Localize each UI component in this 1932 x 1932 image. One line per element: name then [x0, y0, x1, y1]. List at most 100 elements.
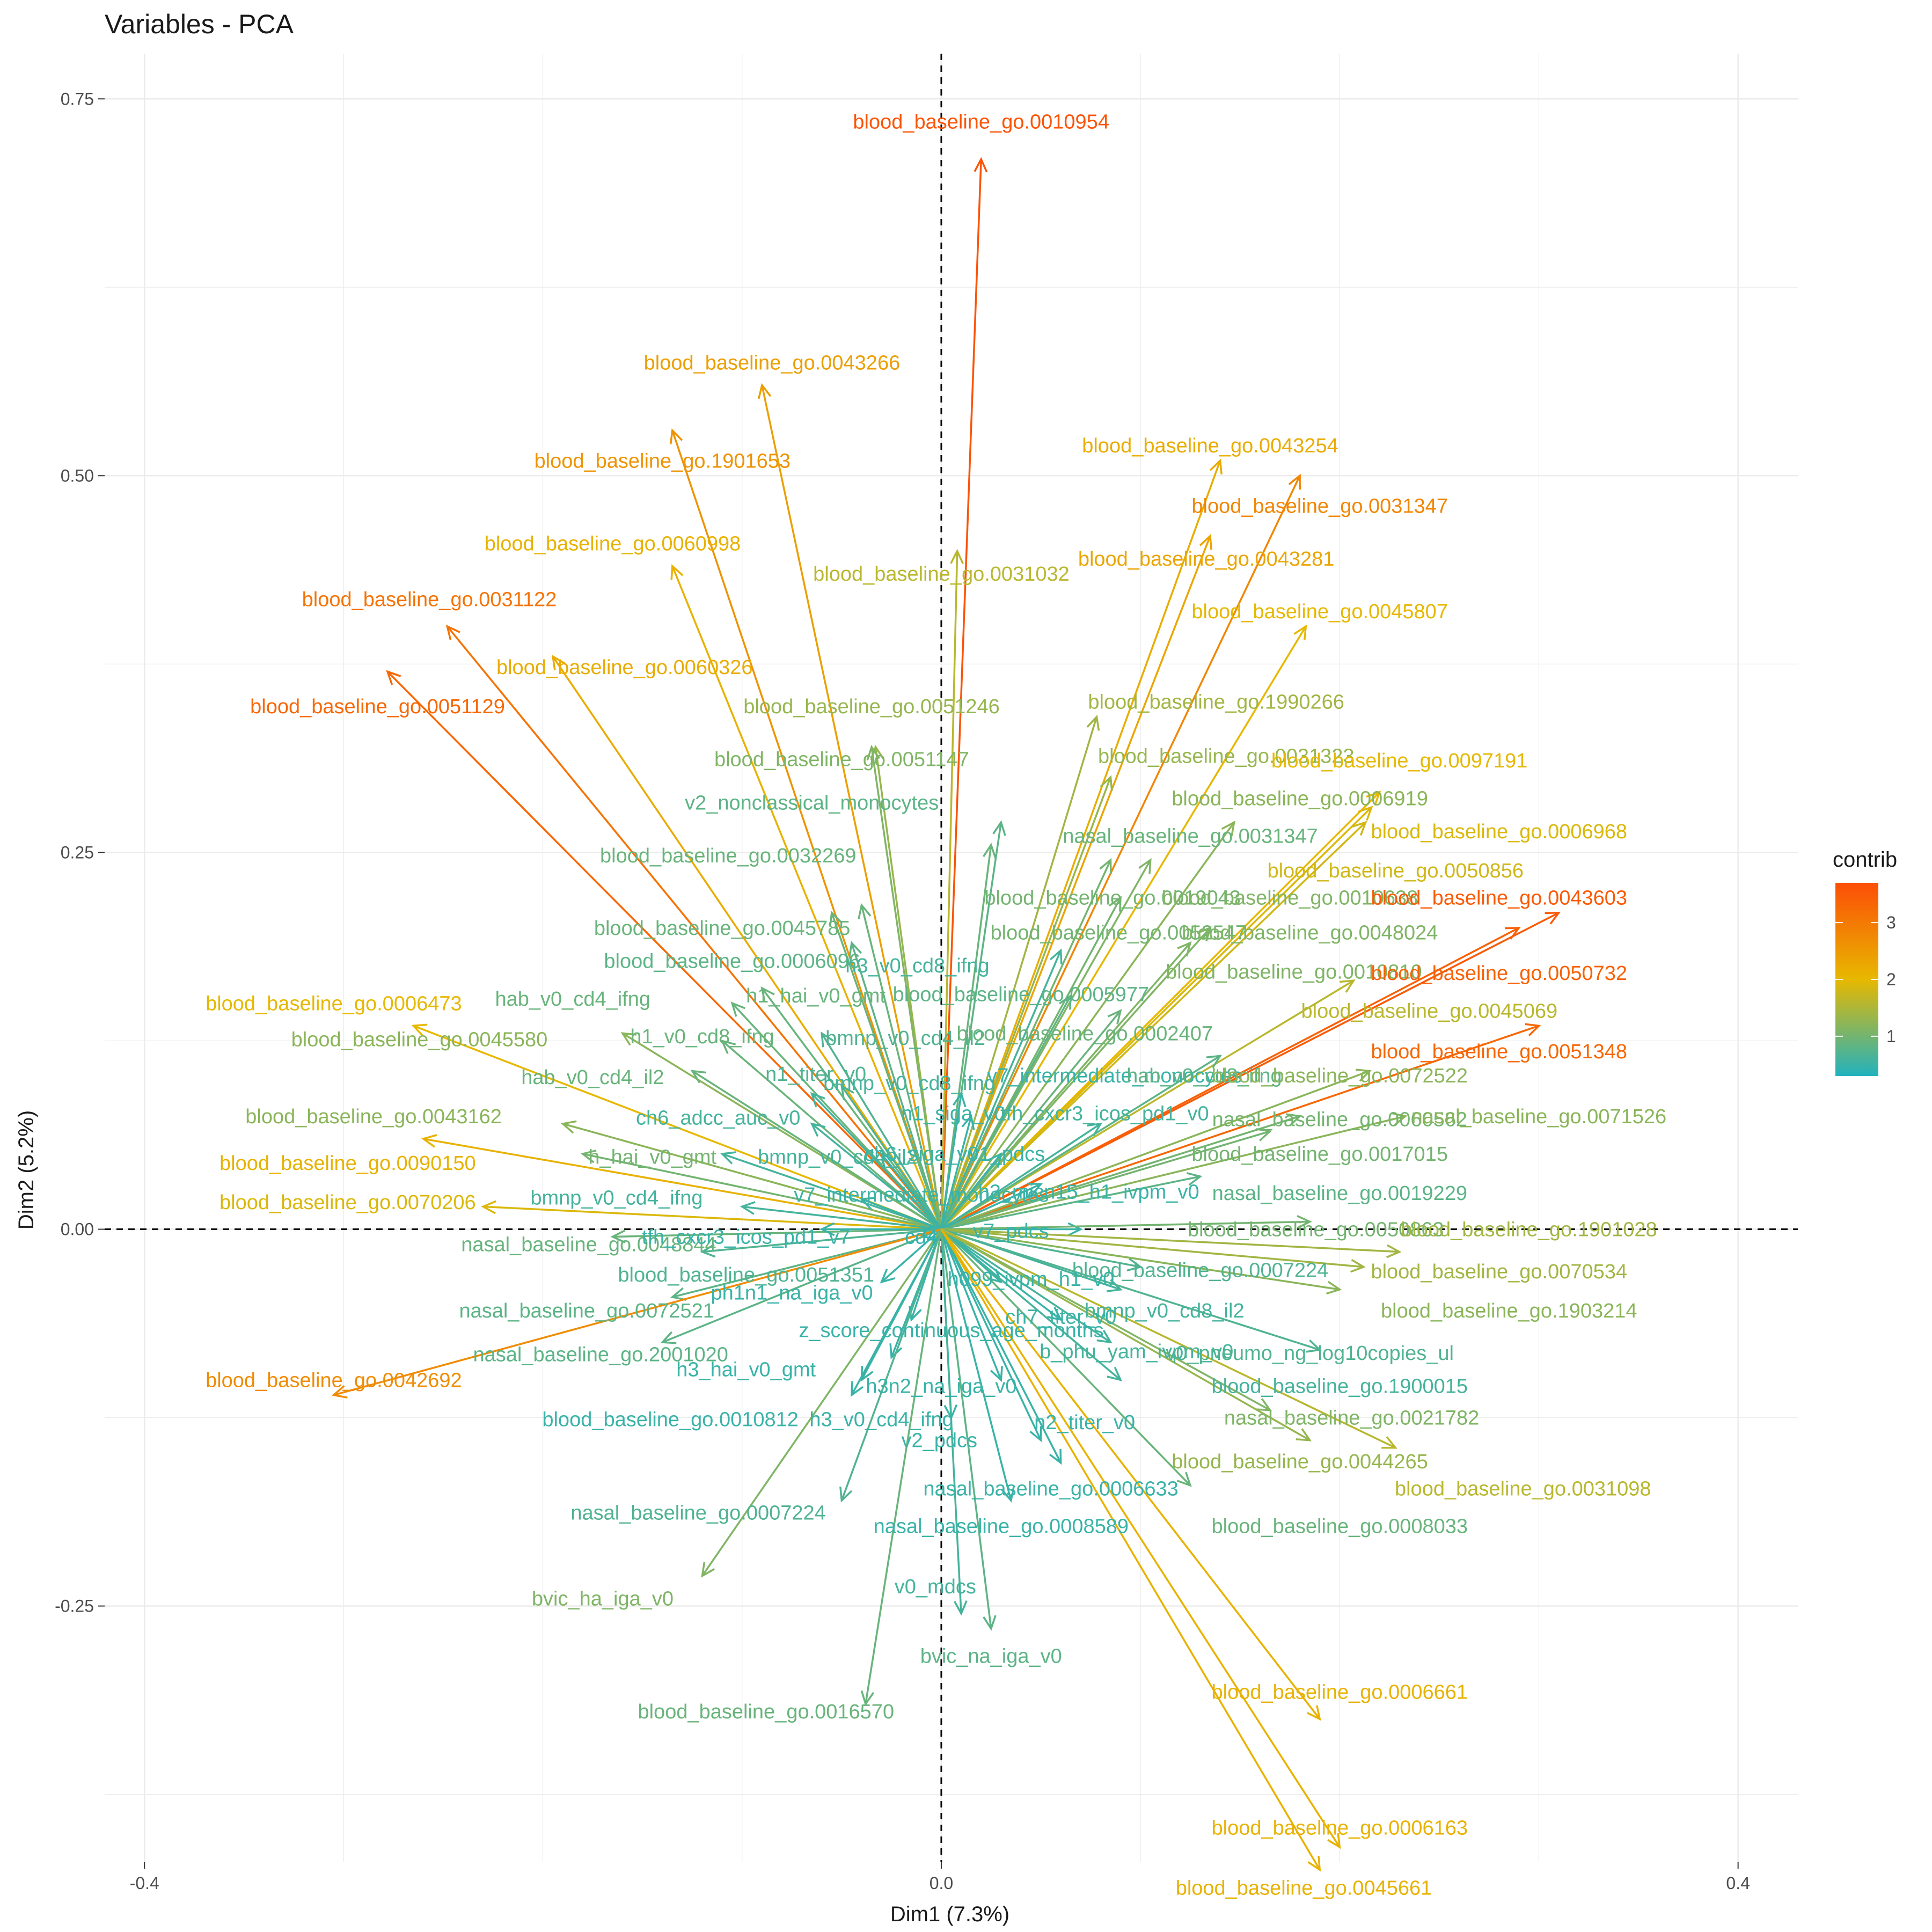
variable-arrow — [840, 1085, 942, 1230]
variable-arrow — [811, 1123, 942, 1230]
variable-arrow — [941, 1175, 1201, 1231]
variable-label: h3n2_na_iga_v0 — [866, 1375, 1016, 1398]
variable-arrowhead — [1355, 1069, 1372, 1082]
variable-arrowhead — [810, 1122, 826, 1137]
variable-label: v2_nonclassical_monocytes — [685, 792, 939, 815]
variable-arrow — [940, 822, 1235, 1230]
variable-arrow — [940, 1228, 1002, 1380]
variable-label: bmnp_v0_cd8_il2 — [1085, 1300, 1245, 1322]
variable-arrow — [941, 1130, 1270, 1231]
variable-arrowhead — [860, 1366, 874, 1382]
variable-arrowhead — [858, 903, 872, 919]
legend-tick-label: 1 — [1886, 1027, 1896, 1046]
variable-label: hab_v0_cd4_il2 — [521, 1066, 664, 1089]
variable-arrowhead — [1107, 1366, 1123, 1381]
variable-arrowhead — [1197, 926, 1212, 942]
variable-arrow — [940, 1228, 1191, 1487]
variable-label: bvic_na_iga_v0 — [920, 1645, 1062, 1667]
variable-arrowhead — [860, 1690, 875, 1707]
variable-label: n1_titer_v0 — [765, 1063, 866, 1086]
variable-arrowhead — [1326, 1280, 1342, 1295]
variable-label: blood_baseline_go.0006096 — [604, 950, 860, 973]
variable-label: v0_pneumo_ng_log10copies_ul — [1166, 1342, 1454, 1365]
variable-arrow — [940, 1228, 1111, 1343]
variable-label: bvic_ha_iga_v0 — [532, 1588, 674, 1611]
variable-arrow — [941, 979, 1355, 1230]
variable-arrow — [940, 950, 1062, 1230]
variable-label: h1_hai_v0_gmt — [746, 985, 885, 1007]
variable-label: nasal_baseline_go.2001020 — [473, 1344, 728, 1366]
variable-label: blood_baseline_go.0031032 — [813, 563, 1070, 586]
variable-arrow — [671, 430, 942, 1230]
x-axis-title: Dim1 (7.3%) — [890, 1902, 1009, 1926]
variable-arrow — [941, 1228, 1271, 1411]
variable-arrow — [662, 1228, 942, 1343]
variable-arrowhead — [859, 1197, 876, 1210]
variable-arrow — [940, 536, 1211, 1230]
legend-tick-label: 2 — [1886, 970, 1896, 989]
variable-arrow — [612, 1228, 941, 1238]
variable-arrow — [447, 626, 942, 1230]
variable-arrow — [940, 460, 1221, 1230]
variable-arrowhead — [839, 1486, 853, 1503]
variable-arrow — [940, 1228, 1321, 1720]
variable-arrowhead — [866, 744, 881, 761]
variable-arrow — [941, 1115, 1406, 1231]
variable-arrowhead — [1386, 1244, 1402, 1258]
variable-arrow — [940, 159, 982, 1230]
variable-arrow — [940, 1228, 1042, 1441]
variable-arrowhead — [1199, 533, 1212, 550]
variable-arrow — [940, 1228, 1122, 1381]
variable-arrowhead — [880, 1152, 895, 1168]
variable-arrow — [941, 1228, 1340, 1291]
variable-arrow — [941, 927, 1520, 1231]
variable-label: nasal_baseline_go.0072521 — [459, 1300, 714, 1322]
variable-label: blood_baseline_go.0010812 — [542, 1408, 799, 1431]
variable-arrow — [941, 1228, 1320, 1351]
variable-arrow — [386, 671, 942, 1230]
variable-arrowhead — [1058, 993, 1072, 1010]
variable-arrowhead — [720, 1039, 736, 1054]
variable-arrowhead — [953, 1091, 967, 1108]
variable-arrowhead — [1296, 1428, 1312, 1441]
variable-arrowhead — [331, 1385, 348, 1399]
variable-arrow — [483, 1205, 942, 1231]
variable-arrowhead — [829, 910, 843, 927]
variable-label: blood_baseline_go.0045580 — [291, 1029, 548, 1051]
legend-title: contrib — [1833, 848, 1897, 872]
y-tick-label: 0.50 — [61, 466, 94, 485]
variable-arrowhead — [720, 1151, 736, 1165]
variable-label: hab_v0_cd4_ifng — [495, 988, 650, 1011]
x-tick-label: 0.4 — [1726, 1874, 1750, 1893]
variable-arrow — [582, 1153, 942, 1231]
variable-arrow — [941, 1228, 1400, 1253]
variable-arrowhead — [974, 157, 988, 173]
x-tick-label: -0.4 — [130, 1874, 159, 1893]
variable-arrow — [860, 905, 942, 1230]
variable-label: blood_baseline_go.0052547 — [991, 921, 1247, 944]
variable-arrow — [721, 1040, 942, 1230]
variable-arrowhead — [740, 1201, 756, 1215]
variable-arrow — [761, 987, 942, 1230]
variable-label: blood_baseline_go.0070534 — [1371, 1261, 1627, 1283]
variable-arrowhead — [1138, 858, 1152, 874]
variable-arrow — [940, 1228, 1062, 1463]
variable-arrowhead — [1177, 941, 1192, 957]
variable-label: blood_baseline_go.0045661 — [1176, 1877, 1432, 1900]
variable-label: blood_baseline_go.0016570 — [638, 1701, 895, 1723]
variable-label: bmnp_v0_cd8_ifng — [823, 1072, 996, 1095]
variable-arrow — [940, 806, 1372, 1230]
variable-arrowhead — [1391, 1112, 1408, 1126]
variable-arrowhead — [1108, 896, 1122, 912]
variable-arrowhead — [1293, 624, 1307, 641]
variable-label: blood_baseline_go.0010638 — [1162, 887, 1418, 910]
variable-arrowhead — [1206, 1055, 1223, 1069]
variable-label: blood_baseline_go.0043254 — [1082, 435, 1338, 457]
variable-arrowhead — [961, 1114, 975, 1130]
variable-label: blood_baseline_go.0031323 — [1098, 745, 1355, 768]
variable-arrow — [941, 1055, 1221, 1230]
variable-label: blood_baseline_go.0010954 — [853, 111, 1109, 133]
variable-label: blood_baseline_go.0060326 — [496, 656, 753, 679]
variable-arrow — [851, 1228, 942, 1396]
